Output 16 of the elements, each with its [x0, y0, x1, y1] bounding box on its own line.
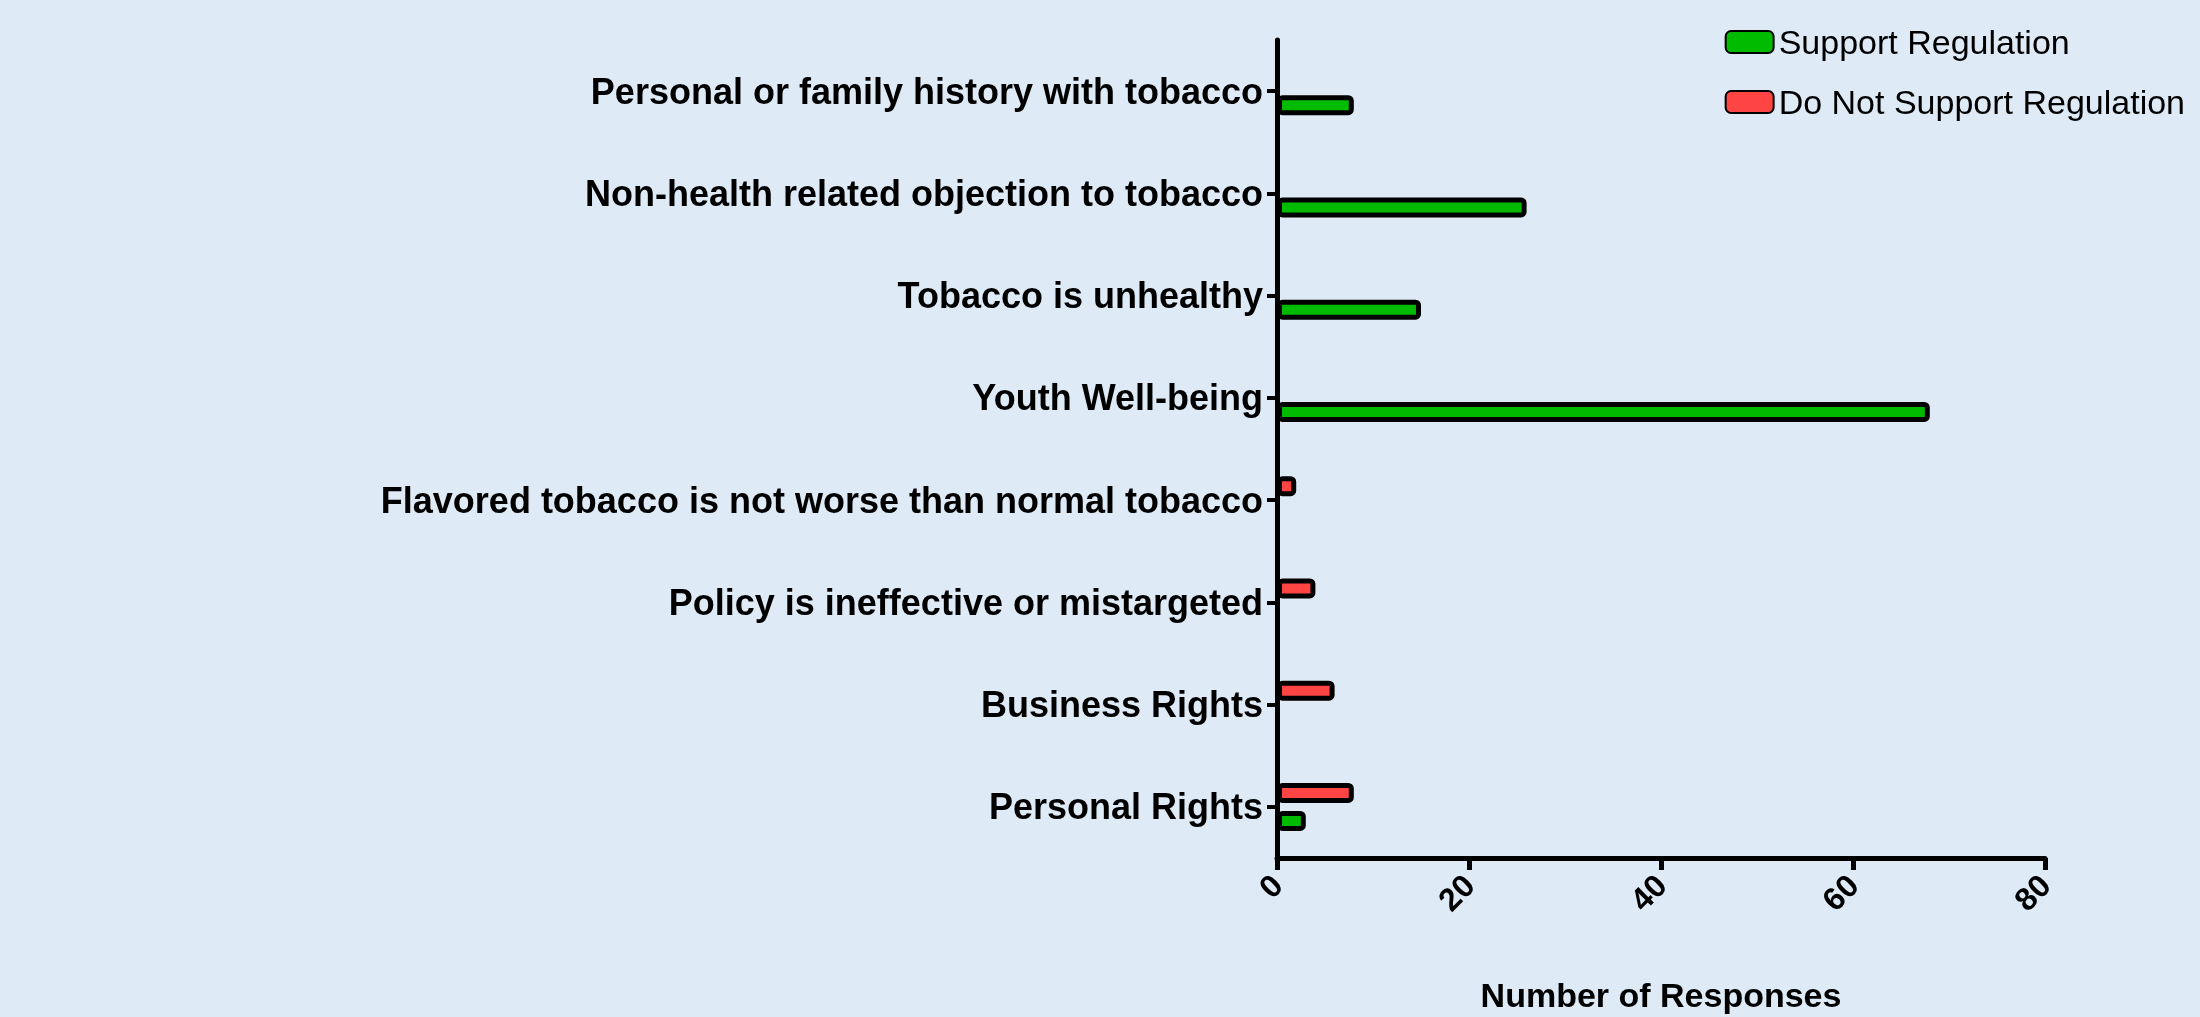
legend-label: Support Regulation	[1778, 23, 2070, 61]
x-tick-label: 20	[1431, 867, 1482, 918]
x-tick-label: 0	[1251, 867, 1290, 906]
y-tick-label: Personal or family history with tobacco	[590, 70, 1263, 112]
y-tick-label: Business Rights	[980, 684, 1263, 726]
x-axis-title: Number of Responses	[1480, 976, 1842, 1014]
y-tick-label: Non-health related objection to tobacco	[584, 172, 1263, 214]
y-tick-label: Flavored tobacco is not worse than normal tobacco	[380, 479, 1263, 521]
x-tick-label: 60	[1815, 867, 1866, 918]
x-tick-label: 80	[2007, 867, 2058, 918]
y-tick-label: Policy is ineffective or mistargeted	[668, 581, 1263, 623]
y-tick-label: Personal Rights	[988, 786, 1263, 828]
x-tick-label: 40	[1623, 867, 1674, 918]
legend-label: Do Not Support Regulation	[1778, 83, 2185, 121]
y-tick-label: Youth Well-being	[972, 377, 1263, 419]
y-tick-label: Tobacco is unhealthy	[897, 275, 1263, 317]
